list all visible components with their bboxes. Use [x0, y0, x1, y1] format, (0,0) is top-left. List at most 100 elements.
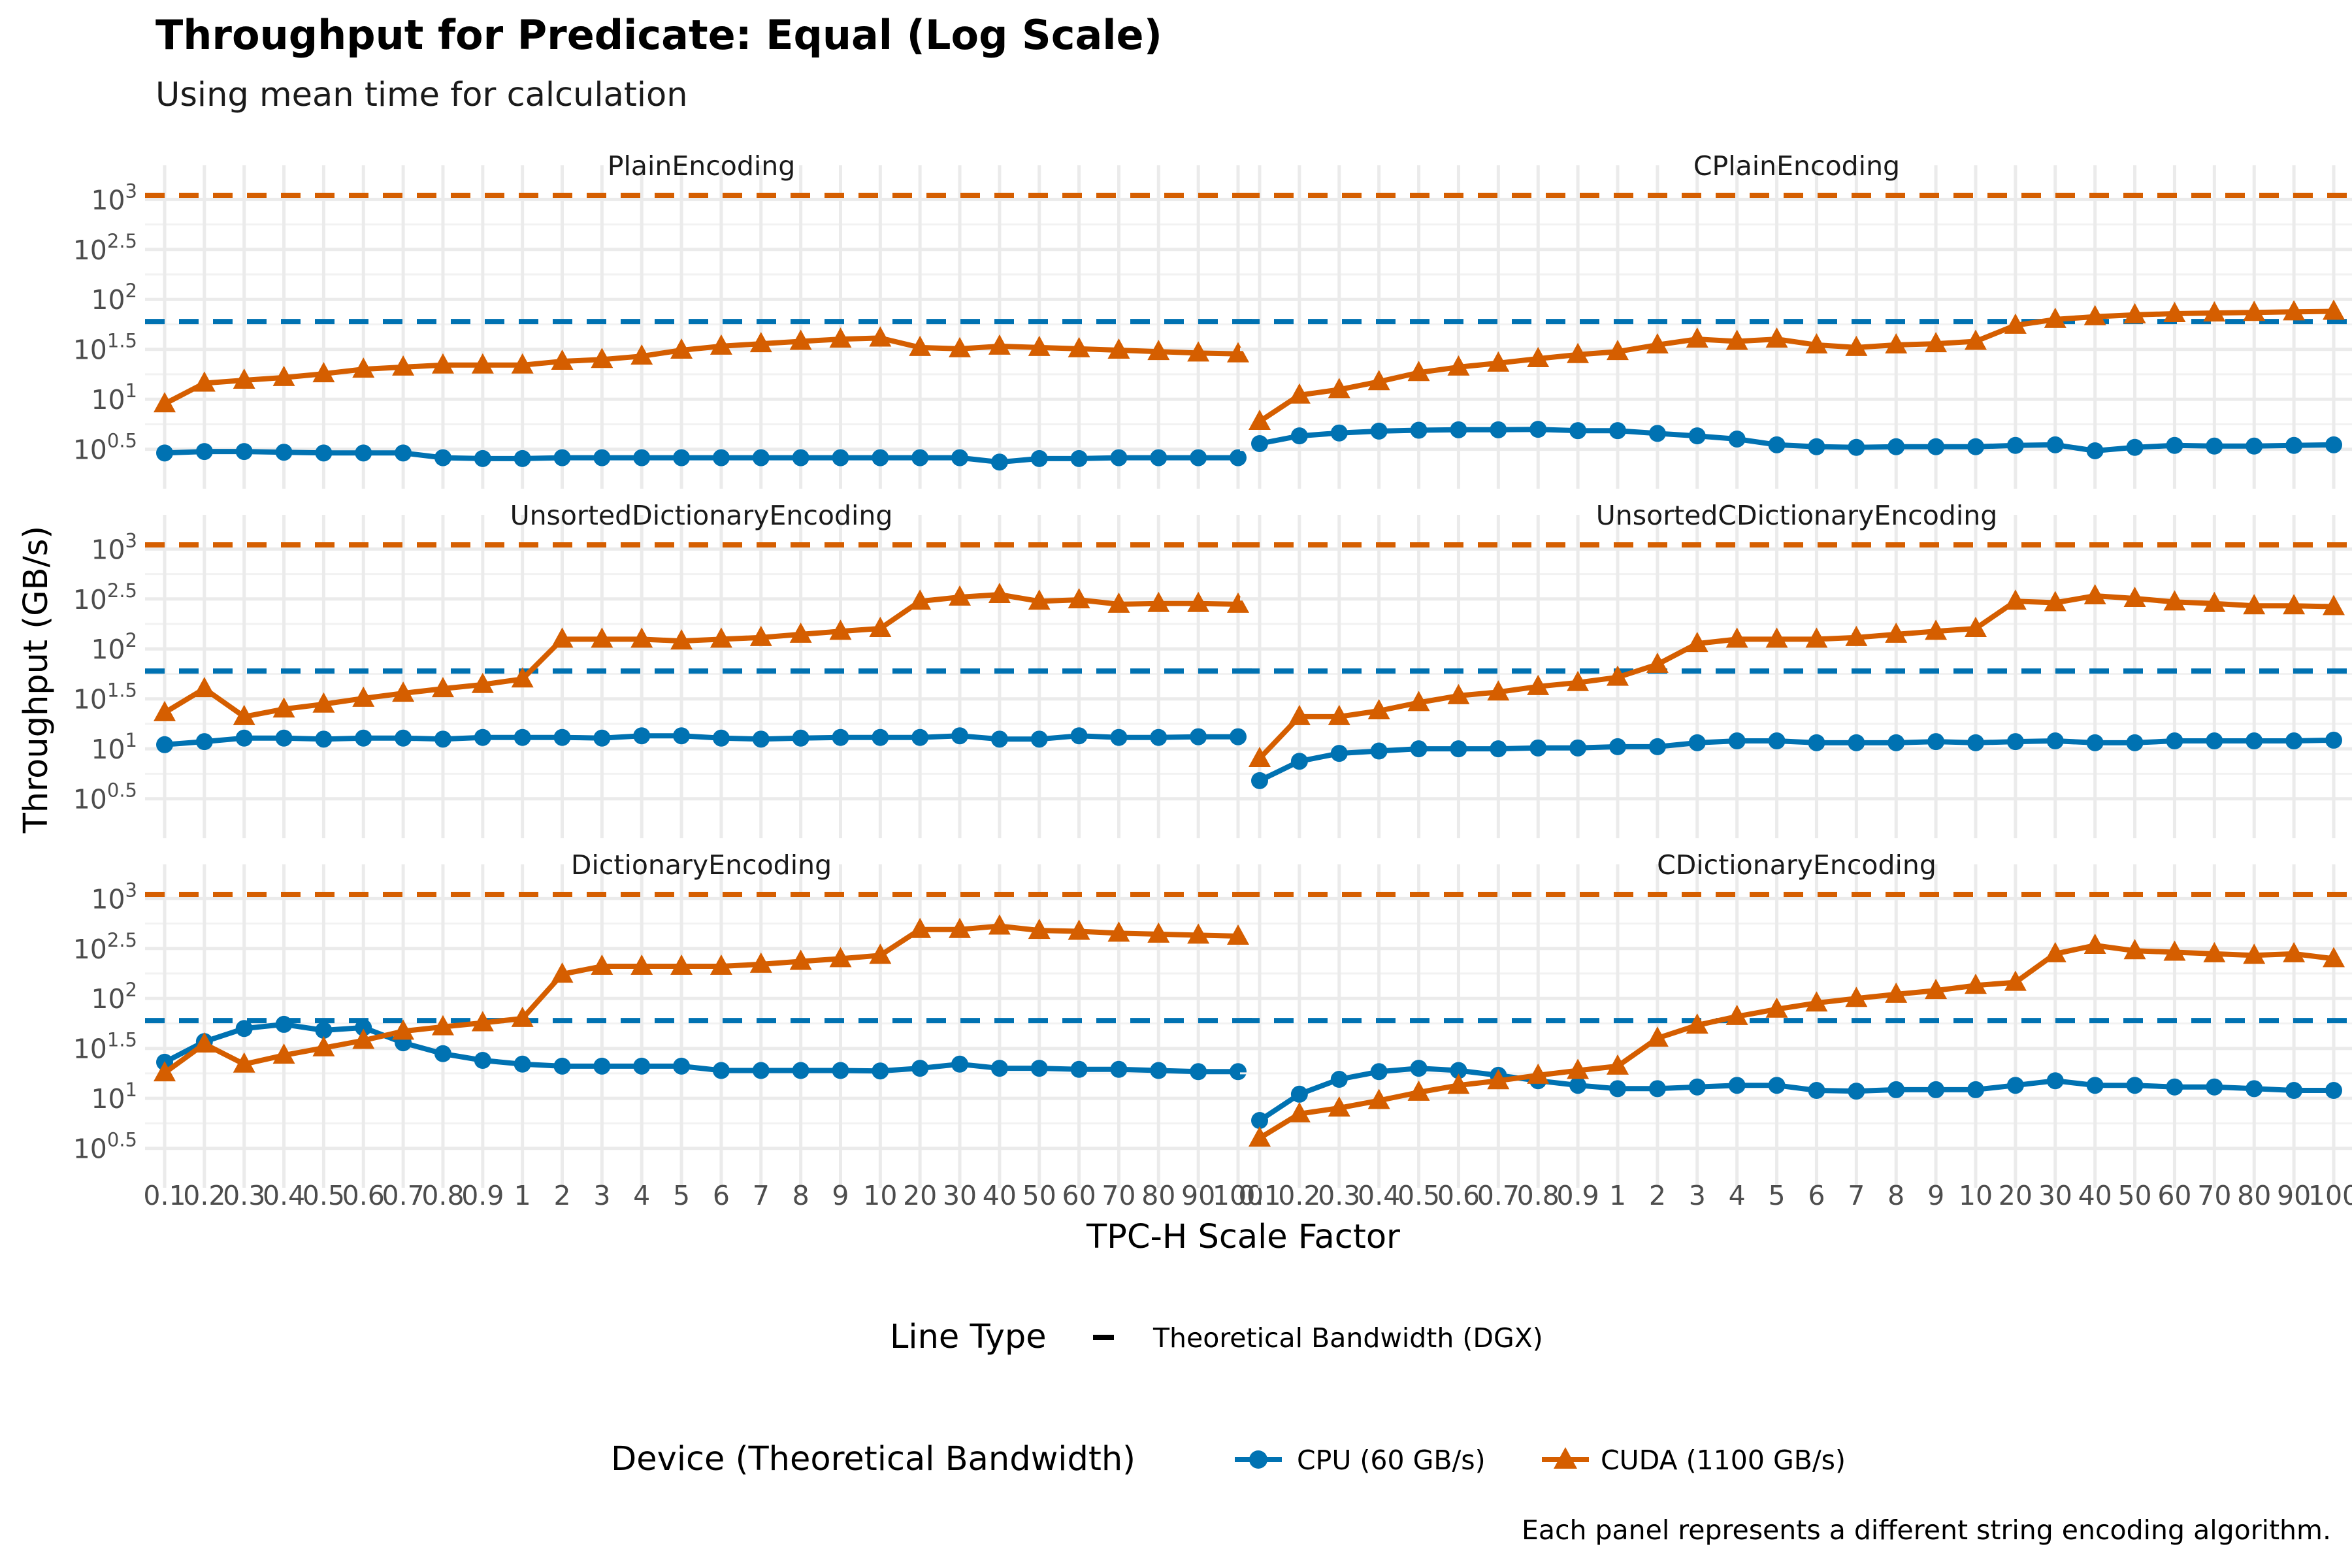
panel-title: DictionaryEncoding — [571, 849, 832, 881]
point-cuda — [1607, 340, 1629, 361]
x-tick-label: 4 — [1729, 1180, 1746, 1211]
point-cuda — [829, 619, 852, 640]
point-cuda — [1686, 632, 1708, 653]
point-cuda — [1028, 335, 1051, 356]
point-cuda — [1765, 327, 1788, 348]
x-tick-label: 7 — [753, 1180, 770, 1211]
point-cuda — [1249, 746, 1271, 767]
point-cuda — [1805, 991, 1828, 1012]
x-tick-label: 20 — [1999, 1180, 2033, 1211]
y-axis-title: Throughput (GB/s) — [17, 526, 56, 834]
series-line-cpu — [1258, 1066, 2334, 1123]
point-cuda — [2323, 595, 2345, 615]
chart-title: Throughput for Predicate: Equal (Log Sca… — [155, 11, 1162, 59]
point-cpu — [315, 730, 333, 748]
point-cuda — [1288, 704, 1311, 725]
point-cpu — [1290, 1085, 1308, 1103]
point-cpu — [2126, 734, 2144, 751]
point-cpu — [2126, 1077, 2144, 1094]
point-cpu — [1728, 1077, 1746, 1094]
point-cuda — [1147, 591, 1170, 612]
y-tick-label: 101.5 — [73, 679, 137, 715]
x-tick-label: 9 — [832, 1180, 849, 1211]
x-tick-label: 0.5 — [1397, 1180, 1440, 1211]
point-cpu — [2126, 438, 2144, 456]
panel-title: UnsortedDictionaryEncoding — [510, 500, 893, 531]
point-cpu — [2206, 1078, 2223, 1096]
point-cpu — [1190, 449, 1207, 466]
point-cpu — [1150, 728, 1168, 746]
point-cpu — [1808, 1082, 1825, 1100]
point-cpu — [1370, 742, 1388, 760]
x-tick-label: 6 — [713, 1180, 730, 1211]
point-cuda — [233, 368, 255, 389]
point-cpu — [1290, 427, 1308, 445]
x-tick-label: 80 — [1141, 1180, 1175, 1211]
point-cuda — [1965, 973, 1987, 994]
point-cuda — [1328, 704, 1350, 725]
point-cpu — [514, 1055, 531, 1073]
point-cuda — [909, 589, 932, 610]
point-cpu — [434, 449, 451, 466]
point-cpu — [1887, 438, 1905, 455]
x-tick-label: 1 — [1609, 1180, 1626, 1211]
point-cuda — [2083, 933, 2106, 954]
point-cuda — [471, 1011, 494, 1032]
point-cpu — [275, 1015, 293, 1033]
point-cpu — [1450, 740, 1467, 758]
point-cuda — [1885, 982, 1908, 1003]
point-cpu — [1251, 434, 1268, 452]
point-cpu — [2006, 436, 2024, 454]
point-cpu — [2285, 436, 2303, 454]
point-cpu — [195, 733, 213, 751]
x-tick-label: 0.3 — [223, 1180, 265, 1211]
legend-cuda-key — [1542, 1447, 1589, 1469]
point-cpu — [1070, 727, 1088, 745]
point-cuda — [869, 943, 892, 964]
series-line-cpu — [164, 733, 1238, 747]
point-cuda — [2283, 594, 2306, 615]
point-cpu — [1808, 734, 1825, 751]
x-tick-label: 30 — [2038, 1180, 2072, 1211]
series-line-cuda — [1258, 593, 2334, 760]
point-cpu — [752, 449, 770, 466]
point-cpu — [911, 728, 929, 746]
point-cpu — [1450, 421, 1467, 438]
point-cuda — [193, 371, 216, 392]
point-cuda — [869, 617, 892, 638]
point-cpu — [2086, 734, 2104, 751]
point-cuda — [1447, 1073, 1470, 1094]
point-cpu — [2325, 436, 2342, 453]
point-cuda — [1965, 617, 1987, 638]
point-cuda — [670, 338, 693, 359]
point-cuda — [471, 672, 494, 693]
point-cuda — [352, 357, 375, 378]
point-cuda — [2243, 943, 2266, 964]
point-cpu — [156, 736, 173, 753]
point-cpu — [792, 449, 809, 466]
point-cuda — [591, 348, 613, 368]
point-cpu — [1070, 1060, 1088, 1078]
y-tick-label: 102 — [91, 629, 137, 665]
point-cuda — [1725, 329, 1748, 350]
point-cpu — [951, 1055, 969, 1073]
point-cuda — [1805, 333, 1828, 353]
point-cuda — [789, 329, 812, 350]
x-tick-label: 40 — [983, 1180, 1017, 1211]
point-cpu — [2046, 436, 2064, 453]
point-cuda — [909, 917, 932, 938]
point-cpu — [474, 1051, 491, 1069]
series-line-cuda — [163, 335, 1239, 406]
point-cpu — [1290, 753, 1308, 770]
point-cuda — [1805, 627, 1828, 648]
point-cpu — [1330, 1071, 1348, 1088]
point-cpu — [673, 1057, 691, 1075]
x-tick-label: 70 — [2197, 1180, 2231, 1211]
point-cpu — [633, 449, 651, 466]
point-cuda — [1925, 979, 1948, 1000]
point-cuda — [591, 954, 613, 975]
point-cuda — [2083, 304, 2106, 325]
series-line-cpu — [1258, 737, 2334, 783]
point-cpu — [434, 1045, 451, 1062]
chart-caption: Each panel represents a different string… — [1522, 1514, 2331, 1546]
